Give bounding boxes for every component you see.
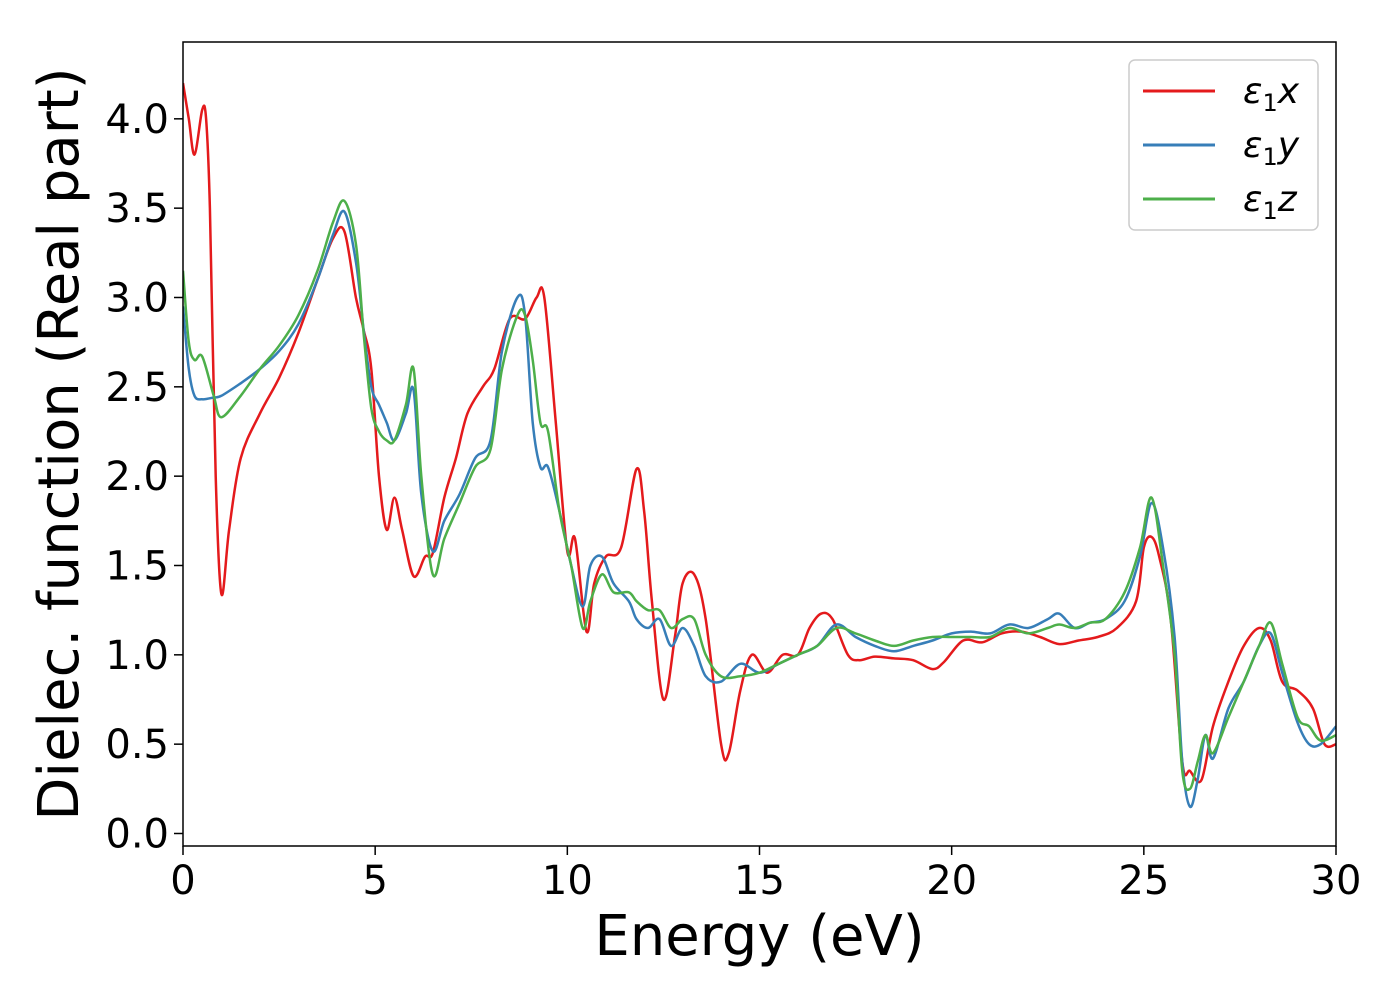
legend-label-y: ε1y: [1243, 125, 1300, 171]
legend-box: [1128, 59, 1319, 231]
y-tick-label: 1.0: [105, 633, 169, 679]
x-tick-label: 15: [734, 858, 785, 904]
x-tick-label: 5: [362, 858, 387, 904]
series-line-y: [183, 209, 1336, 809]
y-tick-label: 1.5: [105, 543, 169, 589]
legend-label-z: ε1z: [1243, 179, 1298, 225]
x-tick-label: 20: [926, 858, 977, 904]
series-line-z: [183, 199, 1336, 792]
y-tick-label: 2.5: [105, 365, 169, 411]
legend: ε1x ε1y ε1z: [1128, 59, 1319, 231]
y-axis: 0.0 0.5 1.0 1.5 2.0 2.5 3.0 3.5 4.0: [105, 97, 183, 857]
legend-label-x: ε1x: [1243, 71, 1300, 117]
y-tick-label: 4.0: [105, 97, 169, 143]
x-axis: 0 5 10 15 20 25 30: [170, 846, 1361, 904]
y-axis-title: Dielec. function (Real part): [27, 67, 92, 820]
series-layer: [183, 82, 1336, 809]
x-tick-label: 10: [542, 858, 593, 904]
y-tick-label: 0.5: [105, 722, 169, 768]
x-tick-label: 0: [170, 858, 195, 904]
series-line-x: [183, 82, 1336, 784]
x-axis-title: Energy (eV): [594, 904, 924, 969]
y-tick-label: 0.0: [105, 811, 169, 857]
y-tick-label: 3.5: [105, 186, 169, 232]
y-tick-label: 2.0: [105, 454, 169, 500]
y-tick-label: 3.0: [105, 275, 169, 321]
x-tick-label: 30: [1311, 858, 1362, 904]
x-tick-label: 25: [1118, 858, 1169, 904]
